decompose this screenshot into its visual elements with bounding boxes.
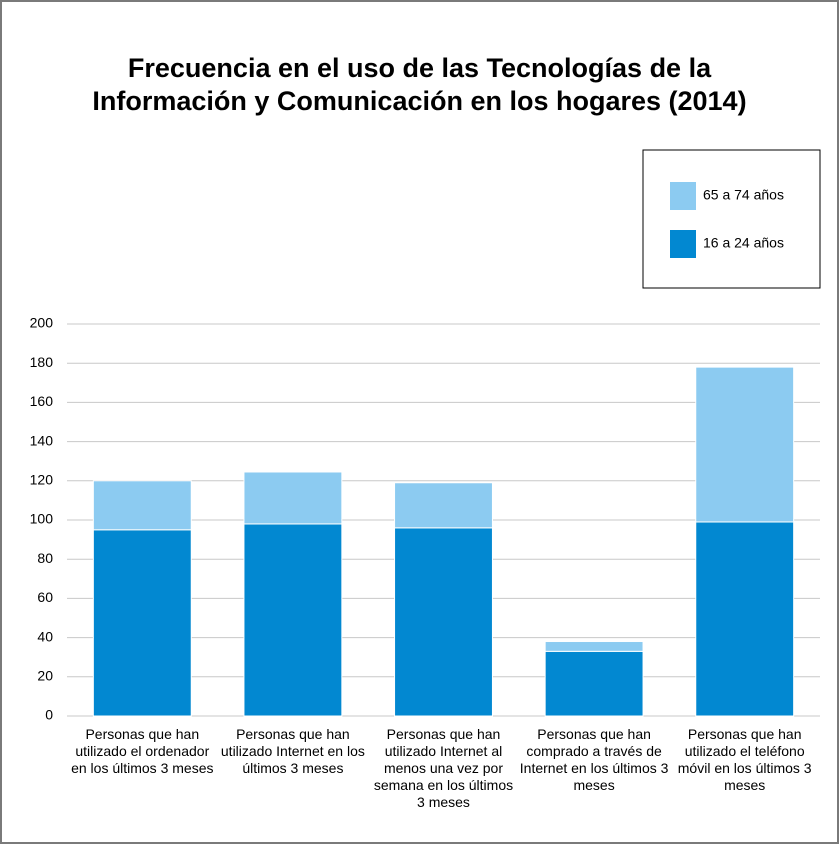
x-tick-box: Personas que han utilizado el ordenador … [71,726,214,776]
y-tick-label: 120 [30,472,54,488]
y-tick-label: 200 [30,315,54,331]
bar-segment [544,641,644,652]
bar-segment [394,482,493,529]
x-tick-label: Personas que han comprado a través de In… [519,726,669,793]
bar-segment [544,650,644,717]
x-tick-box: Personas que han utilizado el teléfono m… [677,726,812,793]
y-tick-label: 160 [30,393,54,409]
x-tick-label: Personas que han utilizado Internet en l… [220,726,365,776]
y-tick-label: 180 [30,354,54,370]
y-tick-label: 40 [37,628,53,644]
y-tick-label: 0 [45,707,53,723]
bar-segment [243,471,343,525]
y-tick-label: 20 [37,668,53,684]
y-tick-label: 100 [30,511,54,527]
x-tick-label: Personas que han utilizado Internet al m… [373,726,514,810]
x-tick-box: Personas que han utilizado Internet al m… [373,726,514,810]
bar-segment [394,527,493,717]
x-tick-label: Personas que han utilizado el teléfono m… [677,726,812,793]
bar-segment [695,521,795,717]
legend-label: 65 a 74 años [703,187,784,203]
bar-segment [695,366,795,523]
chart-title: Frecuencia en el uso de las Tecnologías … [92,53,747,116]
x-tick-box: Personas que han utilizado Internet en l… [220,726,365,776]
y-tick-label: 60 [37,589,53,605]
bar-segment [92,480,192,531]
legend-label: 16 a 24 años [703,235,784,251]
title-box: Frecuencia en el uso de las Tecnologías … [92,53,747,116]
x-tick-box: Personas que han comprado a través de In… [519,726,669,793]
legend-swatch [670,182,696,210]
x-tick-label: Personas que han utilizado el ordenador … [71,726,214,776]
bar-segment [243,523,343,717]
y-tick-label: 140 [30,432,54,448]
legend-box [642,149,821,289]
bar-segment [92,529,192,717]
legend-swatch [670,230,696,258]
y-tick-label: 80 [37,550,53,566]
